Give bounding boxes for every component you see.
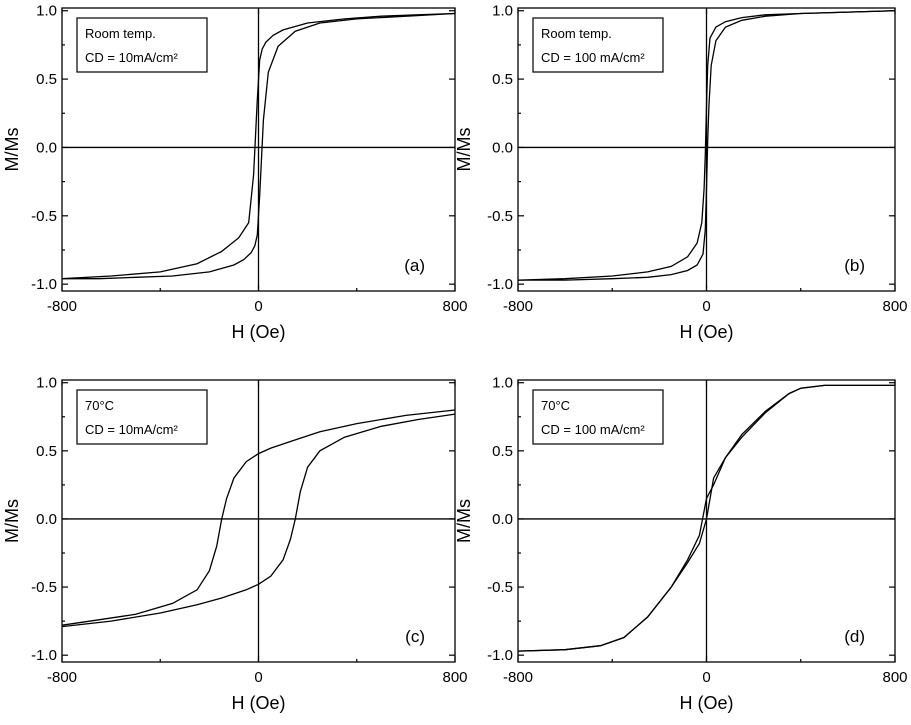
ascending-branch-line bbox=[517, 10, 896, 281]
y-tick-label: -1.0 bbox=[31, 647, 57, 664]
legend-line: 70°C bbox=[541, 398, 570, 413]
x-tick-label: -800 bbox=[503, 298, 533, 315]
legend-line: CD = 10mA/cm² bbox=[85, 422, 178, 437]
x-tick-label: -800 bbox=[503, 669, 533, 686]
descending-branch-line bbox=[518, 10, 896, 281]
ascending-branch-line bbox=[61, 413, 456, 628]
x-tick-label: -800 bbox=[47, 298, 77, 315]
legend-line: CD = 10mA/cm² bbox=[85, 50, 178, 65]
legend-box bbox=[532, 389, 664, 445]
panel-label: (c) bbox=[405, 627, 425, 646]
x-tick-label: 800 bbox=[442, 669, 467, 686]
y-tick-label: 1.0 bbox=[492, 3, 513, 20]
legend-line: Room temp. bbox=[85, 26, 156, 41]
y-tick-label: -0.5 bbox=[31, 579, 57, 596]
chart-panel-a: -1.0 -0.5 0.0 0.5 1.0 -800 0 800 H (Oe) M/Ms Room … bbox=[2, 3, 468, 342]
y-tick-label: 1.0 bbox=[36, 3, 57, 20]
legend-line: CD = 100 mA/cm² bbox=[541, 422, 645, 437]
legend-line: Room temp. bbox=[541, 26, 612, 41]
y-tick-label: 0.5 bbox=[36, 443, 57, 460]
y-tick-label: 1.0 bbox=[492, 375, 513, 392]
x-tick-label: -800 bbox=[47, 669, 77, 686]
y-axis-label: M/Ms bbox=[454, 499, 474, 543]
y-tick-label: -1.0 bbox=[487, 276, 513, 293]
y-tick-label: -0.5 bbox=[31, 208, 57, 225]
y-tick-label: -1.0 bbox=[487, 647, 513, 664]
x-tick-label: 0 bbox=[254, 669, 262, 686]
x-axis-label: H (Oe) bbox=[232, 322, 286, 342]
descending-branch-line bbox=[517, 384, 895, 652]
y-tick-label: 0.5 bbox=[492, 71, 513, 88]
legend-box bbox=[76, 17, 208, 73]
y-tick-label: 1.0 bbox=[36, 375, 57, 392]
y-axis-label: M/Ms bbox=[454, 128, 474, 172]
legend-line: CD = 100 mA/cm² bbox=[541, 50, 645, 65]
legend-box bbox=[76, 389, 208, 445]
y-tick-label: 0.0 bbox=[492, 511, 513, 528]
x-tick-label: 0 bbox=[702, 298, 710, 315]
y-tick-label: 0.0 bbox=[36, 139, 57, 156]
chart-panel-d: -1.0 -0.5 0.0 0.5 1.0 -800 0 800 H (Oe) M/Ms 70°C C… bbox=[454, 375, 908, 713]
x-axis-label: H (Oe) bbox=[680, 322, 734, 342]
y-axis-label: M/Ms bbox=[2, 128, 22, 172]
y-tick-label: -0.5 bbox=[487, 208, 513, 225]
y-tick-label: -1.0 bbox=[31, 276, 57, 293]
panel-label: (b) bbox=[844, 256, 865, 275]
descending-branch-line bbox=[61, 409, 456, 626]
descending-branch-line bbox=[62, 12, 456, 280]
y-tick-label: 0.0 bbox=[492, 139, 513, 156]
y-tick-label: 0.5 bbox=[492, 443, 513, 460]
y-tick-label: 0.5 bbox=[36, 71, 57, 88]
x-tick-label: 800 bbox=[882, 298, 907, 315]
legend-box bbox=[532, 17, 664, 73]
x-tick-label: 800 bbox=[442, 298, 467, 315]
chart-panel-b: -1.0 -0.5 0.0 0.5 1.0 -800 0 800 H (Oe) M/Ms Room … bbox=[454, 3, 908, 342]
y-tick-label: 0.0 bbox=[36, 511, 57, 528]
ascending-branch-line bbox=[61, 12, 456, 280]
y-tick-label: -0.5 bbox=[487, 579, 513, 596]
chart-panel-c: -1.0 -0.5 0.0 0.5 1.0 -800 0 800 H (Oe) M/Ms 70°C C… bbox=[2, 375, 468, 713]
x-axis-label: H (Oe) bbox=[232, 693, 286, 713]
x-tick-label: 0 bbox=[254, 298, 262, 315]
panel-label: (d) bbox=[844, 627, 865, 646]
legend-line: 70°C bbox=[85, 398, 114, 413]
panel-label: (a) bbox=[404, 256, 425, 275]
x-tick-label: 800 bbox=[882, 669, 907, 686]
x-tick-label: 0 bbox=[702, 669, 710, 686]
y-axis-label: M/Ms bbox=[2, 499, 22, 543]
x-axis-label: H (Oe) bbox=[680, 693, 734, 713]
